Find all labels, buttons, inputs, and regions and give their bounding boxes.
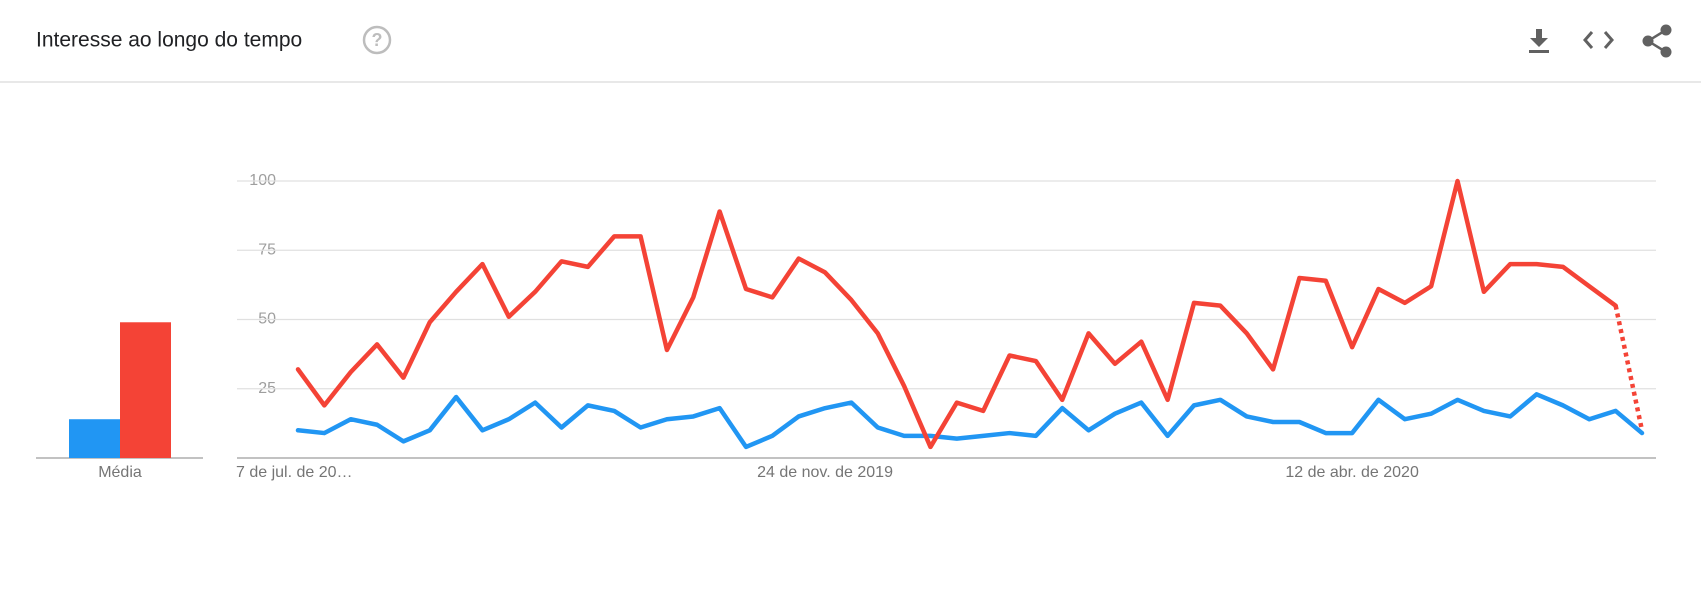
x-tick-label: 24 de nov. de 2019 xyxy=(757,464,893,481)
x-tick-label: 7 de jul. de 20… xyxy=(236,464,353,481)
series-line xyxy=(295,392,1645,450)
help-icon[interactable]: ? xyxy=(362,25,392,55)
svg-text:?: ? xyxy=(372,30,383,50)
series-line xyxy=(295,178,1618,450)
average-bar xyxy=(69,419,120,458)
average-bar xyxy=(120,322,171,458)
download-button[interactable] xyxy=(1529,29,1549,53)
partial-segment xyxy=(1613,305,1645,431)
card-title: Interesse ao longo do tempo xyxy=(36,29,302,52)
embed-button[interactable] xyxy=(1583,31,1614,49)
average-label: Média xyxy=(98,464,142,481)
x-tick-label: 12 de abr. de 2020 xyxy=(1285,464,1419,481)
share-button[interactable] xyxy=(1642,24,1672,58)
